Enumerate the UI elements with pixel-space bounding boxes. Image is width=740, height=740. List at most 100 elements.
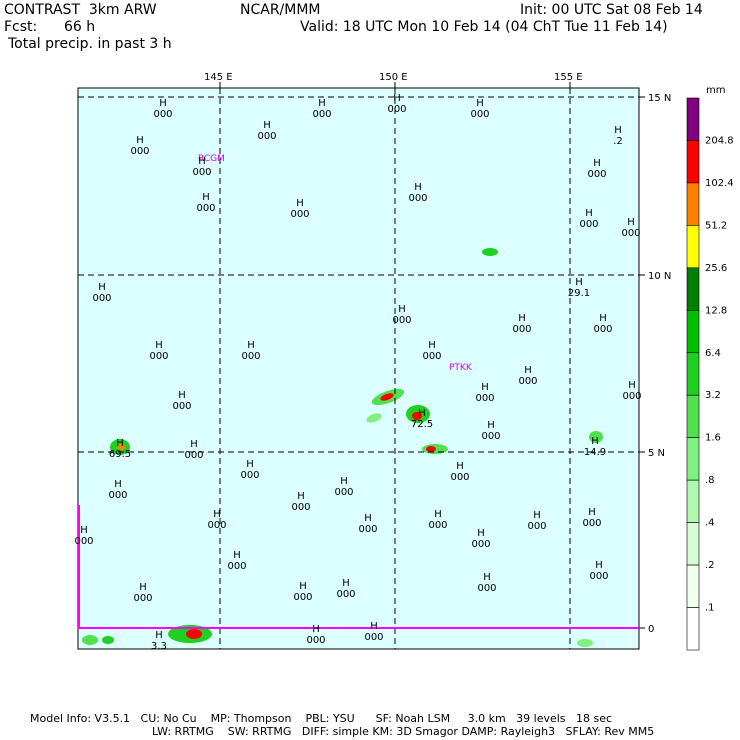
- precip-blobs: [82, 248, 603, 647]
- high-marker-value: 000: [312, 109, 331, 120]
- high-marker-value: 000: [392, 315, 411, 326]
- high-marker-h: H: [393, 93, 401, 104]
- colorbar-level: .8: [705, 475, 715, 486]
- high-marker-h: H: [456, 461, 464, 472]
- org-label: NCAR/MMM: [240, 2, 321, 18]
- high-marker-value: 000: [192, 167, 211, 178]
- precip-blob: [117, 444, 125, 450]
- high-marker-h: H: [312, 624, 320, 635]
- high-marker-value: 000: [579, 219, 598, 230]
- high-marker-value: 000: [227, 561, 246, 572]
- colorbar-swatch: [686, 267, 700, 311]
- high-marker-h: H: [591, 436, 599, 447]
- colorbar-swatch: [686, 225, 700, 269]
- high-marker-h: H: [80, 525, 88, 536]
- precip-blob: [412, 412, 422, 420]
- high-marker-value: 000: [149, 351, 168, 362]
- colorbar-swatch: [686, 394, 700, 438]
- high-marker-h: H: [155, 340, 163, 351]
- high-marker-value: 000: [477, 583, 496, 594]
- colorbar-swatch: [686, 310, 700, 354]
- high-marker-value: 000: [422, 351, 441, 362]
- high-marker-value: 14.9: [584, 447, 606, 458]
- lon-label: 155 E: [554, 72, 583, 83]
- model-info-line2: LW: RRTMG SW: RRTMG DIFF: simple KM: 3D …: [152, 725, 655, 738]
- high-marker-value: 000: [334, 487, 353, 498]
- high-marker-value: 000: [293, 592, 312, 603]
- high-marker-value: 000: [130, 146, 149, 157]
- high-marker-value: 000: [240, 470, 259, 481]
- high-marker-value: 000: [364, 632, 383, 643]
- high-marker-value: 000: [290, 209, 309, 220]
- high-marker-value: 000: [306, 635, 325, 646]
- high-marker-h: H: [190, 439, 198, 450]
- high-marker-h: H: [114, 479, 122, 490]
- station-label: PTKK: [449, 363, 473, 373]
- high-marker-h: H: [628, 380, 636, 391]
- high-marker-h: H: [585, 208, 593, 219]
- precip-blob: [482, 248, 498, 256]
- high-marker-value: 000: [589, 571, 608, 582]
- high-marker-h: H: [593, 158, 601, 169]
- colorbar-level: 12.8: [705, 305, 727, 316]
- high-marker-h: H: [116, 438, 124, 449]
- high-marker-value: 000: [108, 490, 127, 501]
- high-marker-h: H: [247, 340, 255, 351]
- high-marker-h: H: [588, 507, 596, 518]
- high-marker-h: H: [213, 509, 221, 520]
- high-marker-value: 000: [518, 376, 537, 387]
- high-marker-h: H: [428, 340, 436, 351]
- precip-blob: [366, 413, 382, 423]
- lat-label: 5 N: [648, 448, 665, 459]
- colorbar-level: 204.8: [705, 135, 734, 146]
- high-marker-h: H: [299, 581, 307, 592]
- model-info-line1: Model Info: V3.5.1 CU: No Cu MP: Thompso…: [30, 712, 613, 725]
- colorbar-swatch: [686, 97, 700, 141]
- high-marker-h: H: [136, 135, 144, 146]
- forecast-label: Fcst:: [4, 19, 38, 35]
- high-marker-h: H: [178, 390, 186, 401]
- init-time: Init: 00 UTC Sat 08 Feb 14: [520, 2, 703, 18]
- high-marker-h: H: [155, 630, 163, 641]
- high-marker-h: H: [364, 513, 372, 524]
- high-marker-value: 000: [291, 502, 310, 513]
- colorbar-level: 51.2: [705, 220, 727, 231]
- precip-blob: [380, 393, 394, 401]
- high-marker-h: H: [342, 578, 350, 589]
- high-marker-h: H: [476, 98, 484, 109]
- high-marker-h: H: [487, 420, 495, 431]
- colorbar: 204.8 102.4 51.2 25.6 12.8 6.4 3.2 1.6 .8 .4 .2 .1: [686, 97, 734, 651]
- lat-label: 10 N: [648, 271, 671, 282]
- high-marker-h: H: [627, 217, 635, 228]
- high-marker-value: 000: [471, 539, 490, 550]
- high-marker-h: H: [524, 365, 532, 376]
- high-marker-value: .2: [613, 136, 623, 147]
- high-marker-h: H: [599, 313, 607, 324]
- high-marker-value: 000: [172, 401, 191, 412]
- lon-label: 145 E: [204, 72, 233, 83]
- high-marker-value: 000: [622, 391, 641, 402]
- precip-blob: [82, 635, 98, 645]
- high-marker-h: H: [202, 192, 210, 203]
- lon-label: 150 E: [379, 72, 408, 83]
- colorbar-level: 6.4: [705, 348, 721, 359]
- model-title: CONTRAST 3km ARW: [4, 2, 157, 18]
- high-marker-value: 29.1: [568, 288, 590, 299]
- high-marker-h: H: [434, 509, 442, 520]
- forecast-hour: 66 h: [64, 19, 96, 35]
- high-marker-value: 000: [512, 324, 531, 335]
- high-marker-value: 3.3: [151, 641, 167, 652]
- high-marker-h: H: [614, 125, 622, 136]
- grid-lines: [78, 88, 639, 649]
- high-marker-value: 000: [74, 536, 93, 547]
- lat-label: 15 N: [648, 93, 671, 104]
- high-marker-h: H: [263, 120, 271, 131]
- high-marker-value: 000: [527, 521, 546, 532]
- high-marker-value: 000: [196, 203, 215, 214]
- map-background: [77, 87, 640, 650]
- high-marker-h: H: [481, 382, 489, 393]
- high-marker-h: H: [296, 198, 304, 209]
- high-marker-h: H: [483, 572, 491, 583]
- high-marker-value: 000: [387, 104, 406, 115]
- high-marker-value: 69.5: [109, 449, 131, 460]
